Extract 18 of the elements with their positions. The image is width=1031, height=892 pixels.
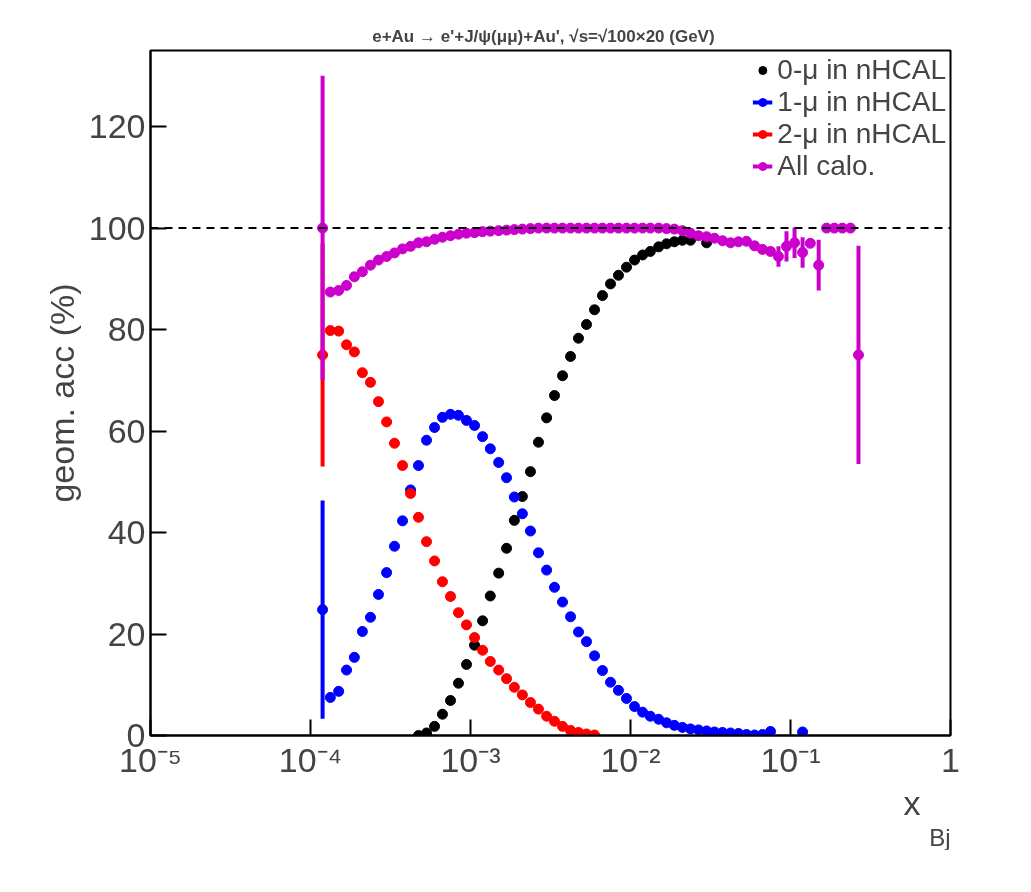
x-tick-label: 10⁻⁴	[278, 740, 343, 779]
x-tick-label: 1	[941, 740, 960, 779]
x-tick-label: 10⁻¹	[760, 740, 821, 779]
x-tick-label: 10⁻²	[600, 740, 661, 779]
chart-title: e+Au → e'+J/ψ(μμ)+Au', √s=√100×20 (GeV)	[372, 26, 715, 46]
y-tick-label: 100	[88, 208, 146, 247]
legend-label: 2-μ in nHCAL	[777, 118, 946, 150]
x-axis-title: xBj	[903, 783, 951, 851]
y-tick-label: 40	[107, 513, 146, 552]
legend-label: 0-μ in nHCAL	[777, 54, 946, 86]
y-tick-label: 80	[107, 310, 146, 349]
y-tick-label: 120	[88, 107, 146, 146]
legend-label: All calo.	[777, 150, 876, 182]
legend-label: 1-μ in nHCAL	[777, 86, 946, 118]
y-tick-label: 20	[107, 614, 146, 653]
y-axis-title: geom. acc (%)	[42, 283, 81, 503]
x-tick-label: 10⁻³	[440, 740, 501, 779]
y-tick-label: 60	[107, 411, 146, 450]
